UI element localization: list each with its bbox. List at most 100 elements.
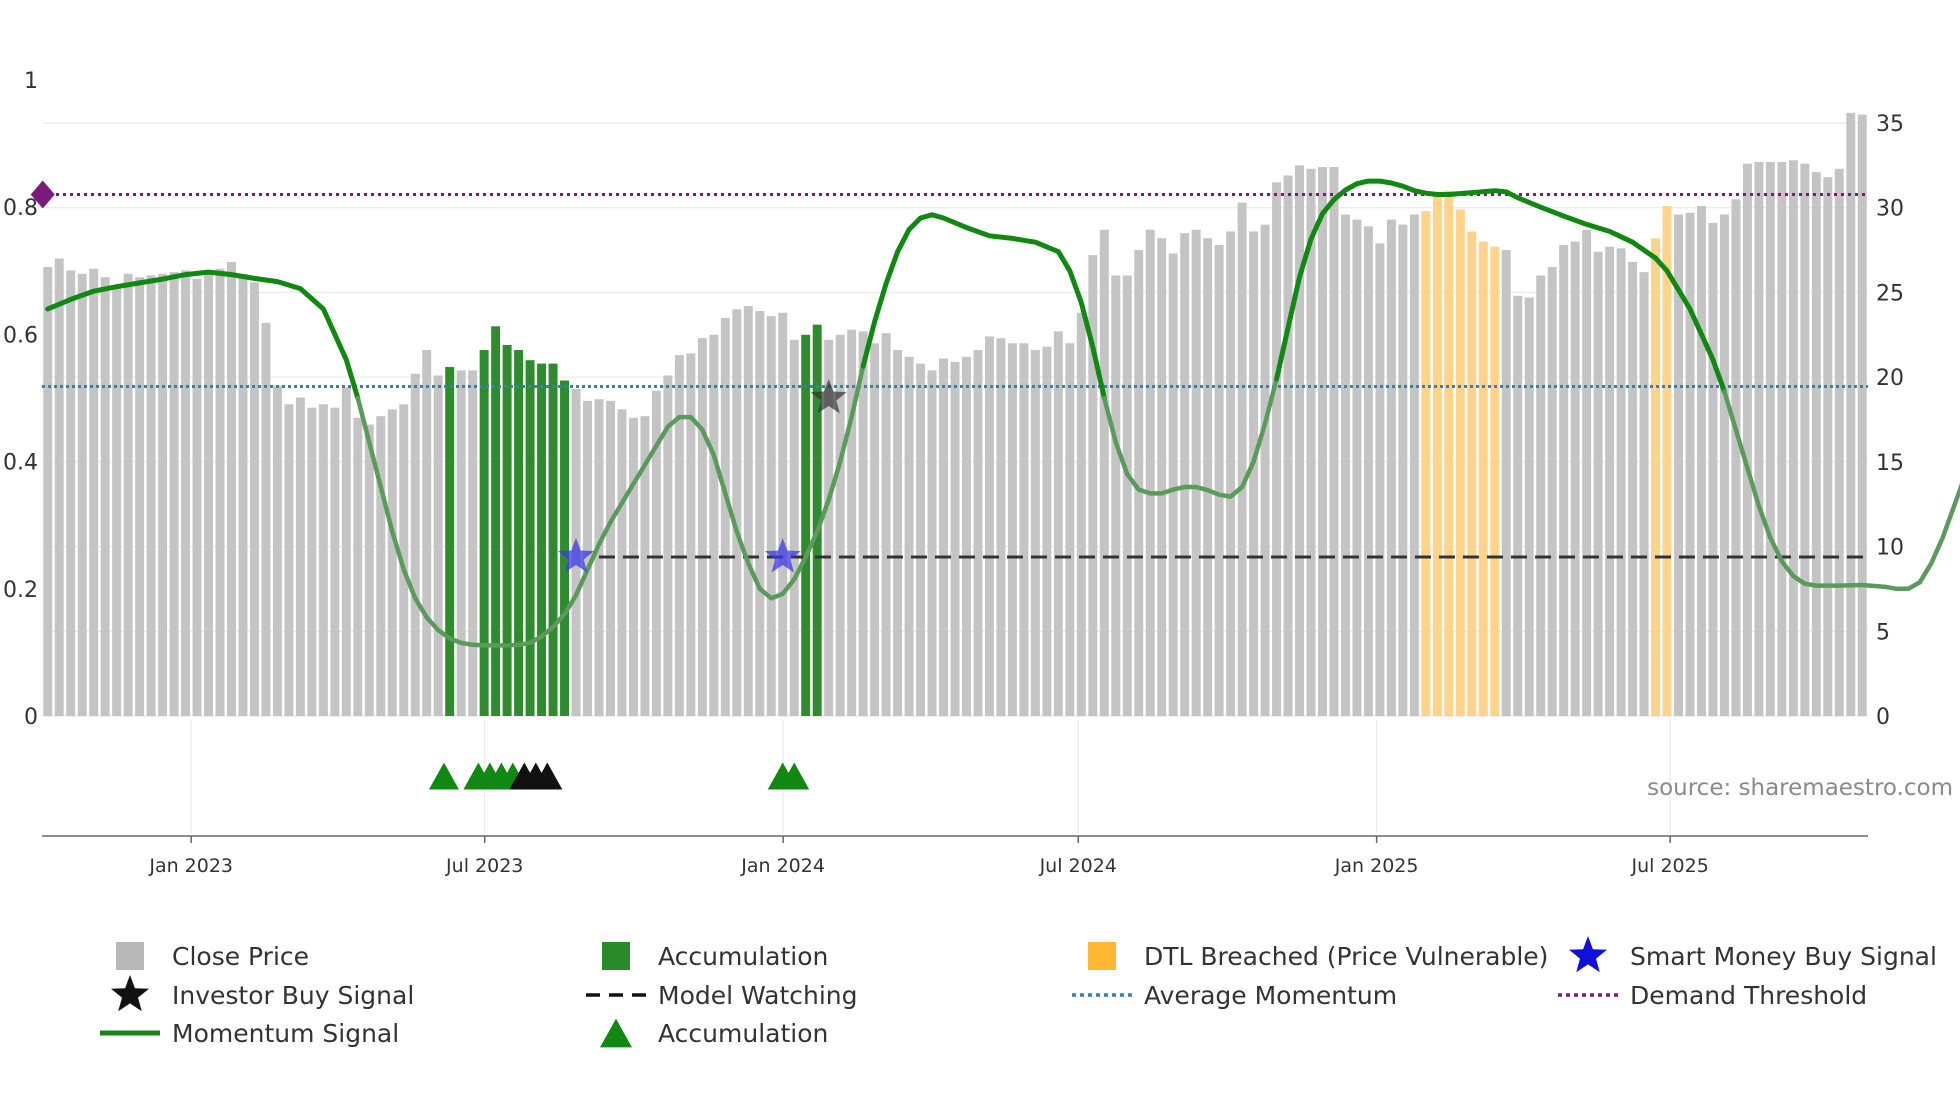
- close-price-bar: [1283, 175, 1293, 717]
- right-tick-label: 10: [1876, 536, 1904, 561]
- close-price-bar: [1249, 231, 1259, 717]
- close-price-bar: [215, 268, 225, 716]
- source-note: source: sharemaestro.com: [1647, 775, 1953, 801]
- close-price-bar: [169, 272, 179, 716]
- close-price-bar: [1696, 206, 1706, 716]
- dtl-breached-bar: [1455, 209, 1465, 716]
- right-tick-label: 0: [1876, 705, 1890, 730]
- close-price-bar: [1719, 214, 1729, 716]
- close-price-bar: [410, 373, 420, 716]
- close-price-bar: [1042, 346, 1052, 716]
- close-price-bar: [341, 387, 351, 716]
- close-price-bar: [284, 404, 294, 716]
- close-price-bar: [617, 409, 627, 716]
- dtl-breached-bar: [1651, 238, 1661, 716]
- close-price-bar: [996, 338, 1006, 716]
- close-price-bar: [709, 334, 719, 716]
- close-price-bar: [766, 316, 776, 716]
- close-price-bar: [77, 273, 87, 716]
- momentum-signal-line: [860, 212, 1107, 401]
- close-price-bar: [1616, 248, 1626, 716]
- dtl-breached-bar: [1432, 192, 1442, 717]
- close-price-bar: [950, 361, 960, 716]
- x-tick-label: Jul 2023: [445, 855, 523, 877]
- close-price-bar: [364, 424, 374, 716]
- x-tick-label: Jan 2024: [740, 855, 825, 877]
- right-tick-label: 5: [1876, 620, 1890, 645]
- close-price-bar: [1834, 168, 1844, 716]
- momentum-signal-line: [355, 363, 866, 648]
- close-price-bar: [1685, 212, 1695, 716]
- close-price-bar: [1501, 250, 1511, 717]
- close-price-bar: [663, 375, 673, 716]
- close-price-bar: [1099, 229, 1109, 717]
- close-price-bar: [904, 356, 914, 716]
- close-price-bar: [89, 268, 99, 716]
- close-price-bar: [1582, 229, 1592, 717]
- legend-swatch-square: [1088, 942, 1116, 970]
- close-price-bar: [387, 409, 397, 716]
- close-price-bar: [1708, 222, 1718, 716]
- close-price-bar: [1846, 112, 1856, 716]
- close-price-bar: [1088, 255, 1098, 716]
- close-price-bar: [973, 350, 983, 716]
- close-price-bar: [870, 343, 880, 716]
- left-tick-label: 0.2: [3, 578, 38, 603]
- close-price-bar: [456, 370, 466, 716]
- close-price-bar: [1559, 244, 1569, 716]
- close-price-bar: [1214, 244, 1224, 716]
- x-tick-label: Jan 2023: [148, 855, 233, 877]
- close-price-bar: [778, 312, 788, 716]
- close-price-bar: [720, 317, 730, 716]
- close-price-bar: [1145, 229, 1155, 717]
- close-price-bar: [43, 267, 53, 716]
- close-price-bar: [1536, 275, 1546, 716]
- close-price-bar: [1524, 297, 1534, 716]
- close-price-bar: [1340, 214, 1350, 716]
- close-price-bar: [1272, 182, 1282, 717]
- close-price-bar: [1226, 231, 1236, 717]
- close-price-bar: [1765, 161, 1775, 716]
- close-price-bar: [1203, 238, 1213, 716]
- close-price-bar: [1823, 177, 1833, 716]
- accumulation-bar: [525, 360, 535, 716]
- close-price-bar: [1777, 161, 1787, 716]
- legend-label: Accumulation: [658, 1019, 828, 1048]
- accumulation-bar: [812, 324, 822, 716]
- close-price-bar: [272, 385, 282, 716]
- accumulation-bar: [560, 380, 570, 716]
- close-price-bar: [1605, 246, 1615, 716]
- close-price-bar: [399, 404, 409, 716]
- momentum-signal-line: [1102, 376, 1279, 499]
- close-price-bar: [927, 370, 937, 716]
- close-price-bar: [158, 273, 168, 716]
- close-price-bar: [1030, 350, 1040, 716]
- smart-money-buy-signal: [764, 538, 801, 573]
- price-bars: [43, 112, 1867, 717]
- accumulation-marker: [779, 762, 810, 790]
- close-price-bar: [824, 339, 834, 716]
- close-price-bar: [1237, 202, 1247, 717]
- close-price-bar: [227, 261, 236, 716]
- close-price-bar: [1306, 168, 1316, 716]
- close-price-bar: [1363, 226, 1373, 716]
- close-price-bar: [192, 278, 202, 716]
- close-price-bar: [1352, 219, 1362, 716]
- legend: Close Price Accumulation DTL Breached (Pri…: [100, 936, 1937, 1048]
- close-price-bar: [1811, 172, 1821, 717]
- accumulation-marker: [428, 762, 459, 790]
- right-tick-label: 20: [1876, 366, 1904, 391]
- right-tick-label: 35: [1876, 112, 1904, 137]
- accumulation-bar: [502, 344, 512, 716]
- close-price-bar: [1295, 165, 1305, 716]
- legend-item: Close Price: [116, 942, 309, 971]
- close-price-bar: [939, 358, 948, 716]
- signal-lines: [42, 178, 1960, 648]
- close-price-bar: [1260, 224, 1270, 716]
- investor-buy-signal: [810, 379, 847, 414]
- momentum-signal-line: [1274, 178, 1727, 395]
- close-price-bar: [1053, 331, 1063, 716]
- x-tick-label: Jan 2025: [1334, 855, 1419, 877]
- close-price-bar: [146, 275, 156, 716]
- close-price-bar: [1788, 160, 1798, 716]
